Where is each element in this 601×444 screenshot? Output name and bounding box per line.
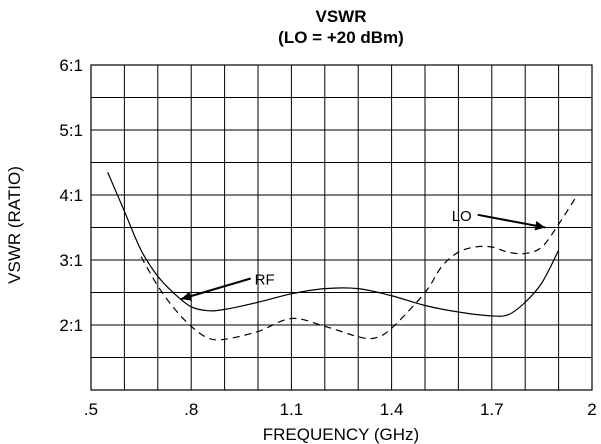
- chart-subtitle: (LO = +20 dBm): [278, 28, 404, 47]
- y-tick-label: 5:1: [59, 121, 83, 140]
- annotation-arrowhead-rf: [181, 291, 193, 301]
- y-tick-label: 4:1: [59, 186, 83, 205]
- y-tick-label: 2:1: [59, 316, 83, 335]
- x-tick-label: 1.7: [480, 400, 504, 419]
- axis-ticks: .5 .8 1.1 1.4 1.7 2 2:1 3:1 4:1 5:1 6:1: [59, 56, 596, 419]
- chart-annotations: RF LO: [180, 208, 546, 301]
- y-axis-label: VSWR (RATIO): [5, 166, 24, 284]
- y-tick-label: 3:1: [59, 251, 83, 270]
- chart-grid: [91, 65, 592, 390]
- x-tick-label: .8: [184, 400, 198, 419]
- x-tick-label: 1.1: [280, 400, 304, 419]
- x-tick-label: .5: [84, 400, 98, 419]
- annotation-label-lo: LO: [452, 208, 472, 225]
- plot-frame: [90, 64, 593, 391]
- annotation-arrow-line-lo: [477, 213, 546, 229]
- chart-series: [107, 172, 576, 341]
- series-line-lo: [140, 197, 576, 341]
- x-tick-label: 2: [587, 400, 596, 419]
- x-axis-label: FREQUENCY (GHz): [263, 425, 419, 444]
- x-tick-label: 1.4: [380, 400, 404, 419]
- y-tick-label: 6:1: [59, 56, 83, 75]
- annotation-arrowhead-lo: [534, 220, 546, 231]
- annotation-label-rf: RF: [255, 272, 275, 289]
- annotation-arrow-line-rf: [180, 277, 251, 300]
- chart-title: VSWR: [316, 7, 367, 26]
- series-line-rf: [107, 172, 560, 317]
